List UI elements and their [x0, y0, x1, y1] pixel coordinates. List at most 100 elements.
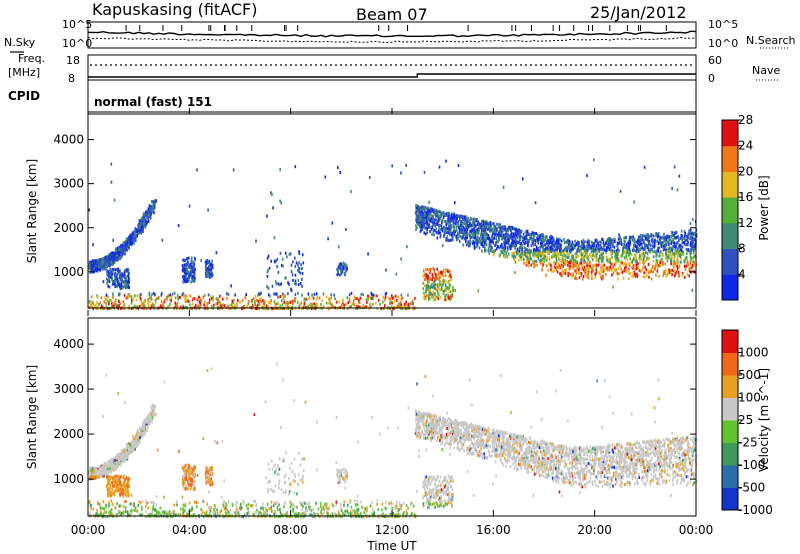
echo-cell	[114, 303, 116, 307]
echo-cell	[497, 240, 499, 244]
echo-cell	[392, 295, 395, 299]
echo-cell	[584, 273, 587, 277]
echo-cell	[135, 230, 138, 233]
echo-cell	[186, 263, 189, 267]
echo-cell	[534, 201, 537, 205]
echo-cell	[424, 296, 427, 300]
echo-cell	[204, 260, 207, 264]
echo-cell	[191, 279, 194, 283]
echo-cell	[89, 468, 91, 472]
echo-cell	[690, 249, 692, 253]
echo-cell	[148, 204, 151, 208]
echo-cell	[295, 261, 298, 265]
echo-cell	[479, 241, 482, 245]
echo-cell	[626, 249, 629, 252]
echo-cell	[544, 236, 547, 240]
echo-cell	[592, 248, 595, 252]
echo-cell	[444, 274, 447, 278]
echo-cell	[501, 237, 503, 241]
echo-cell	[478, 246, 481, 250]
echo-cell	[491, 236, 493, 240]
echo-cell	[406, 303, 408, 307]
echo-cell	[412, 302, 414, 306]
echo-cell	[432, 298, 435, 302]
echo-cell	[544, 243, 547, 247]
echo-cell	[450, 296, 452, 300]
echo-cell	[602, 267, 605, 271]
echo-cell	[532, 231, 534, 235]
echo-cell	[529, 236, 531, 240]
echo-cell	[588, 240, 591, 244]
echo-cell	[503, 243, 506, 247]
echo-cell	[600, 268, 602, 272]
echo-cell	[226, 296, 228, 300]
echo-cell	[440, 271, 442, 275]
echo-cell	[670, 246, 672, 250]
echo-cell	[580, 272, 583, 275]
echo-cell	[419, 210, 421, 214]
echo-cell	[606, 266, 608, 270]
echo-cell	[474, 224, 477, 228]
echo-cell	[154, 199, 156, 203]
echo-cell	[196, 298, 199, 302]
echo-cell	[532, 253, 534, 257]
echo-cell	[132, 237, 134, 241]
echo-cell	[188, 256, 190, 260]
echo-cell	[133, 237, 136, 241]
echo-cell	[543, 248, 545, 252]
echo-cell	[488, 252, 490, 255]
echo-cell	[600, 240, 602, 244]
echo-cell	[663, 239, 665, 243]
echo-cell	[627, 262, 630, 266]
echo-cell	[641, 236, 643, 240]
echo-cell	[448, 275, 450, 279]
echo-cell	[463, 237, 466, 241]
echo-cell	[691, 231, 694, 235]
echo-cell	[194, 303, 197, 307]
echo-cell	[477, 231, 480, 235]
echo-cell	[576, 247, 579, 251]
echo-cell	[677, 235, 679, 239]
echo-cell	[630, 253, 633, 257]
echo-cell	[643, 259, 646, 263]
echo-cell	[579, 251, 582, 254]
echo-cell	[269, 294, 271, 298]
echo-cell	[452, 233, 454, 237]
echo-cell	[552, 248, 554, 251]
echo-cell	[656, 266, 659, 270]
echo-cell	[100, 258, 102, 262]
echo-cell	[660, 243, 663, 247]
echo-cell	[403, 302, 406, 306]
echo-cell	[568, 249, 571, 253]
echo-cell	[610, 252, 612, 256]
echo-cell	[428, 296, 431, 300]
echo-cell	[681, 238, 684, 242]
echo-cell	[619, 236, 621, 240]
echo-cell	[546, 258, 548, 262]
echo-cell	[629, 240, 631, 244]
echo-cell	[237, 298, 239, 302]
echo-cell	[567, 252, 569, 256]
echo-cell	[641, 238, 643, 241]
echo-cell	[664, 246, 667, 250]
echo-cell	[341, 270, 344, 274]
echo-cell	[125, 281, 128, 285]
echo-cell	[554, 240, 556, 244]
echo-cell	[619, 261, 622, 265]
echo-cell	[625, 252, 628, 256]
echo-cell	[427, 214, 429, 218]
echo-cell	[396, 305, 398, 309]
echo-cell	[415, 208, 418, 212]
echo-cell	[185, 275, 187, 279]
echo-cell	[590, 246, 592, 250]
echo-cell	[481, 249, 483, 253]
echo-cell	[537, 248, 540, 252]
noise-spikes	[125, 25, 667, 31]
echo-cell	[571, 256, 573, 260]
echo-cell	[419, 223, 421, 227]
echo-cell	[684, 238, 686, 242]
echo-cell	[492, 222, 495, 226]
echo-cell	[679, 243, 682, 247]
echo-cell	[577, 263, 580, 267]
echo-cell	[624, 267, 626, 271]
